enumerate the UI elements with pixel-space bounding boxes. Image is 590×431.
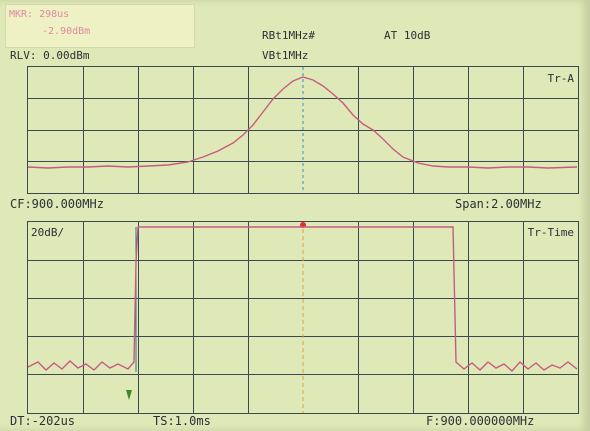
marker-time: MKR: 298us (9, 9, 70, 20)
spectrum-trace (28, 67, 578, 193)
marker-readout: MKR: 298us -2.90dBm (5, 4, 195, 48)
delay-time: DT:-202us (10, 414, 76, 428)
time-domain-grid: 20dB/ Tr-Time (27, 221, 579, 414)
time-span: TS:1.0ms (153, 414, 211, 428)
center-frequency-time: F:900.000000MHz (426, 414, 535, 428)
spectrum-grid: Tr-A (27, 66, 579, 194)
frequency-span: Span:2.00MHz (455, 197, 542, 211)
rbw-setting: RBt1MHz# (262, 29, 315, 42)
reference-level: RLV: 0.00dBm (10, 49, 90, 62)
trigger-marker (126, 390, 132, 400)
vbw-setting: VBt1MHz (262, 49, 309, 62)
marker-level: -2.90dBm (42, 26, 91, 37)
vertical-scale: 20dB/ (31, 226, 65, 239)
attenuation-setting: AT 10dB (384, 29, 431, 42)
spectrum-curve (28, 76, 578, 169)
center-frequency: CF:900.000MHz (10, 197, 104, 211)
trace-a-label: Tr-A (547, 72, 575, 85)
time-curve (28, 226, 578, 372)
time-trace (28, 222, 578, 413)
trace-time-label: Tr-Time (527, 226, 574, 239)
